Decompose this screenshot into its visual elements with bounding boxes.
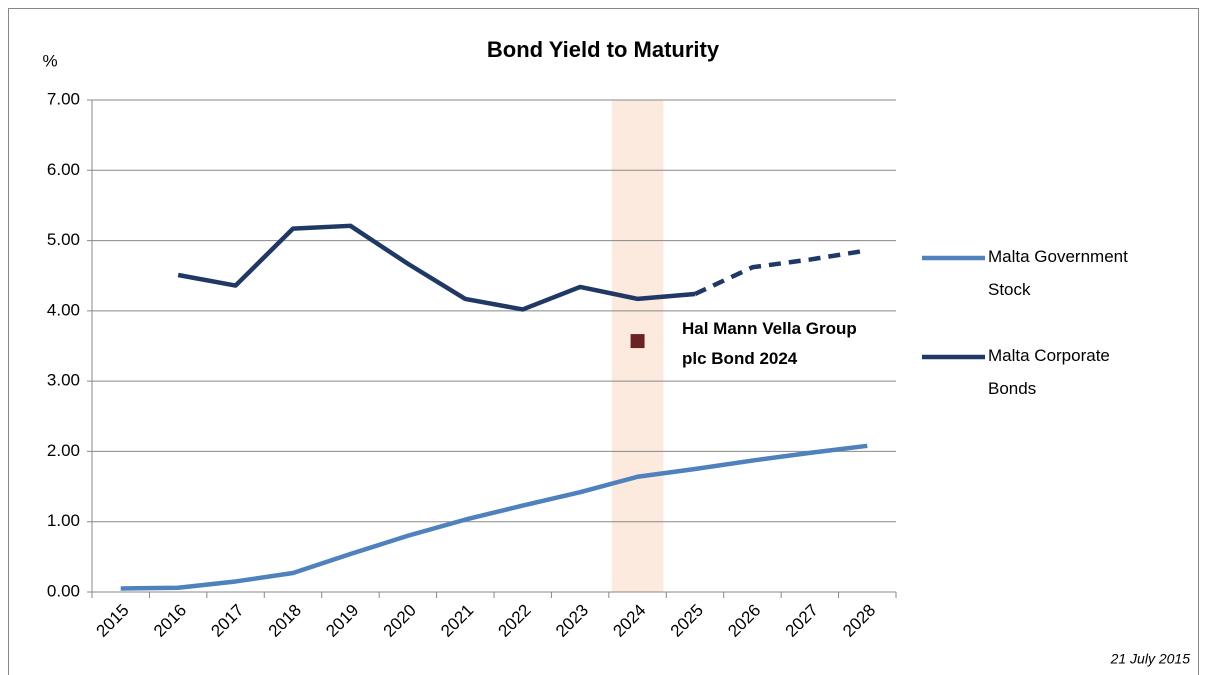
- highlight-point: [630, 334, 645, 349]
- y-tick-label: 4.00: [47, 300, 80, 319]
- series-line: [177, 223, 696, 312]
- x-tick-label: 2021: [437, 601, 477, 641]
- y-tick-label: 1.00: [47, 511, 80, 530]
- series-line: [120, 443, 868, 591]
- legend-label: Malta Corporate Bonds: [988, 346, 1110, 398]
- x-tick-label: 2028: [839, 601, 879, 641]
- legend-label-line: Bonds: [988, 379, 1036, 398]
- y-tick-label: 2.00: [47, 441, 80, 460]
- y-axis-label: %: [42, 51, 57, 70]
- legend-label-line: Malta Corporate: [988, 346, 1110, 365]
- x-tick-label: 2018: [265, 601, 305, 641]
- y-tick-label: 5.00: [47, 230, 80, 249]
- date-note: 21 July 2015: [1110, 651, 1191, 667]
- legend-label-line: Malta Government: [988, 247, 1128, 266]
- x-tick-label: 2015: [93, 601, 133, 641]
- chart-title: Bond Yield to Maturity: [487, 37, 720, 62]
- point-label-line: plc Bond 2024: [682, 349, 798, 368]
- x-tick-label: 2027: [782, 601, 822, 641]
- x-tick-label: 2019: [322, 601, 362, 641]
- x-tick-label: 2016: [150, 601, 190, 641]
- y-tick-label: 0.00: [47, 581, 80, 600]
- x-tick-label: 2024: [609, 601, 649, 641]
- x-tick-label: 2025: [667, 601, 707, 641]
- series-line: [694, 248, 868, 297]
- x-tick-label: 2020: [380, 601, 420, 641]
- point-label-line: Hal Mann Vella Group: [682, 319, 857, 338]
- x-tick-label: 2026: [724, 601, 764, 641]
- y-tick-label: 6.00: [47, 160, 80, 179]
- x-tick-label: 2023: [552, 601, 592, 641]
- y-tick-label: 7.00: [47, 89, 80, 108]
- point-label: Hal Mann Vella Group plc Bond 2024: [682, 319, 857, 368]
- x-tick-label: 2022: [495, 601, 535, 641]
- legend-label: Malta Government Stock: [988, 247, 1128, 299]
- x-tick-label: 2017: [207, 601, 247, 641]
- legend-label-line: Stock: [988, 280, 1031, 299]
- y-tick-label: 3.00: [47, 371, 80, 390]
- chart-border: [8, 8, 1199, 675]
